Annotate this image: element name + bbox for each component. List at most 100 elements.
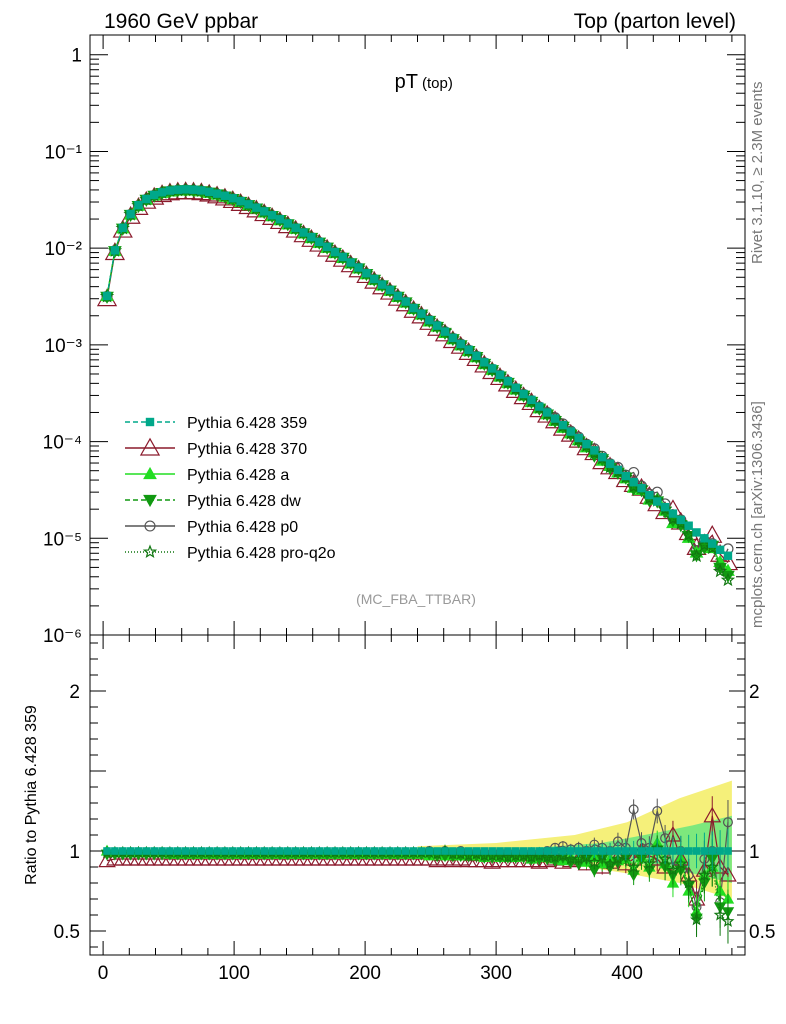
data-point: [267, 211, 277, 220]
ratio-point: [197, 847, 206, 855]
ratio-point: [582, 847, 591, 855]
legend-entry: Pythia 6.428 370: [125, 437, 307, 458]
y-tick-label: 10⁻⁴: [43, 433, 82, 454]
legend-entry: Pythia 6.428 p0: [125, 519, 298, 536]
ratio-point: [307, 847, 316, 855]
ratio-point: [637, 847, 646, 855]
ratio-point: [566, 847, 575, 855]
data-point: [464, 345, 473, 354]
data-point: [558, 420, 568, 430]
data-point: [535, 402, 544, 411]
ratio-point: [666, 863, 680, 876]
ratio-point: [713, 908, 727, 921]
ratio-point: [268, 847, 276, 855]
data-point: [542, 408, 552, 417]
ratio-panel: 0.5 0.5 1 1 2 2 0 100 200 300 400 Ratio to Pythia…: [23, 634, 775, 984]
data-point: [307, 232, 316, 242]
ratio-point: [236, 847, 245, 855]
ratio-point: [299, 847, 308, 855]
ratio-point: [441, 847, 449, 855]
ratio-point: [504, 847, 512, 855]
data-point: [723, 551, 733, 560]
data-point: [173, 185, 182, 194]
ratio-point: [543, 847, 551, 855]
ratio-point: [339, 847, 347, 855]
data-point: [472, 351, 481, 361]
data-point: [713, 562, 727, 575]
data-point: [495, 370, 505, 380]
ratio-point: [684, 847, 693, 855]
ratio-point: [166, 847, 174, 855]
ratio-point: [708, 847, 717, 855]
ratio-point: [603, 856, 617, 870]
data-point: [598, 452, 607, 462]
data-point: [370, 274, 379, 284]
series-line: [106, 189, 729, 577]
ratio-point: [501, 850, 515, 863]
data-point: [417, 309, 426, 318]
ratio-point: [449, 847, 457, 855]
data-point: [660, 502, 670, 512]
ratio-point: [716, 847, 724, 855]
data-point: [157, 188, 167, 197]
data-point: [165, 186, 175, 195]
data-point: [721, 570, 735, 583]
ratio-point: [323, 847, 331, 855]
ratio-point: [721, 914, 735, 927]
ratio-point: [645, 847, 654, 855]
ratio-point: [118, 847, 127, 855]
data-point: [393, 291, 403, 301]
data-point: [582, 439, 591, 449]
ratio-point: [181, 847, 190, 855]
ratio-point: [221, 847, 229, 855]
x-tick-label: 0: [98, 963, 109, 984]
ratio-point: [703, 806, 722, 823]
data-point: [621, 471, 630, 481]
ratio-point: [362, 847, 371, 855]
data-point: [657, 501, 673, 516]
ratio-point: [252, 847, 261, 855]
ratio-point: [134, 847, 143, 855]
ratio-point: [142, 847, 151, 855]
ratio-point: [386, 847, 394, 855]
data-point: [118, 223, 127, 233]
ratio-point: [692, 847, 701, 855]
data-point: [385, 285, 395, 295]
ratio-point: [587, 855, 601, 868]
legend-marker: [139, 437, 161, 456]
data-point: [244, 200, 253, 209]
ratio-point: [661, 847, 669, 855]
data-point: [550, 414, 560, 423]
data-point: [377, 280, 387, 289]
watermark-label: (MC_FBA_TTBAR): [356, 591, 476, 607]
ratio-point: [548, 850, 562, 863]
ratio-point: [629, 847, 638, 855]
ratio-y-tick-label: 2: [69, 682, 80, 703]
legend: Pythia 6.428 359 Pythia 6.428 370 Pythia 6…: [125, 415, 336, 562]
data-point: [362, 269, 371, 278]
x-tick-label: 300: [480, 963, 512, 984]
legend-marker: [143, 466, 157, 480]
ratio-point: [579, 850, 593, 863]
series-p359: [102, 185, 733, 560]
data-point: [637, 483, 646, 493]
data-point: [448, 333, 458, 343]
ratio-point: [519, 847, 528, 855]
legend-marker: [142, 544, 158, 559]
ratio-point: [652, 805, 663, 816]
ratio-point: [598, 847, 607, 855]
ratio-point: [677, 847, 685, 855]
data-point: [322, 242, 332, 252]
ratio-y-tick-label: 0.5: [749, 922, 775, 943]
data-point: [149, 190, 159, 200]
data-point: [645, 490, 654, 500]
data-point: [220, 191, 230, 200]
ratio-series: [98, 796, 737, 944]
legend-entry: Pythia 6.428 dw: [125, 493, 301, 510]
data-point: [338, 252, 348, 262]
ratio-point: [244, 847, 253, 855]
ratio-point: [205, 847, 214, 855]
data-point: [228, 194, 237, 203]
legend-label: Pythia 6.428 370: [187, 441, 307, 458]
data-point: [527, 395, 536, 405]
